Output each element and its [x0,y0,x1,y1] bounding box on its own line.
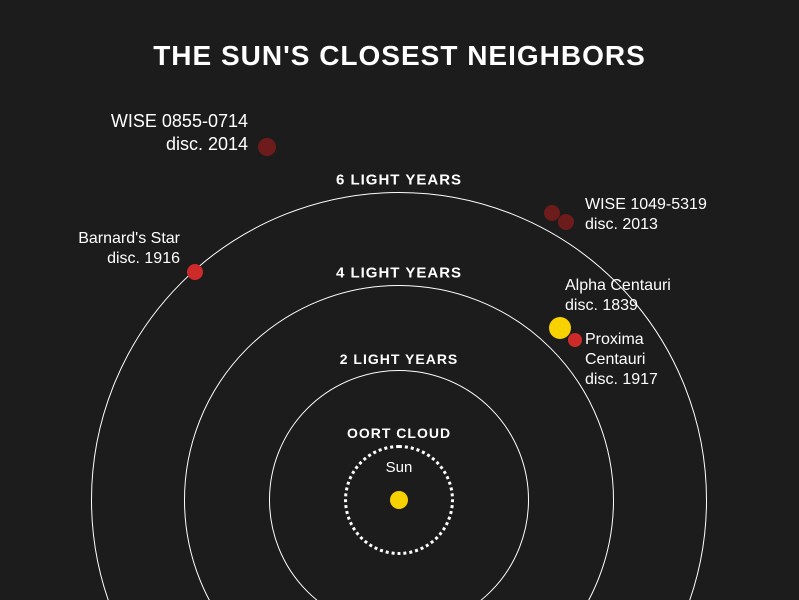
label-line2: Centauri [585,350,645,370]
label-line2: disc. 2014 [111,133,248,156]
label-wise0855-label: WISE 0855-0714disc. 2014 [111,110,248,155]
label-barnard-label: Barnard's Stardisc. 1916 [78,229,180,269]
label-line1: WISE 1049-5319 [585,195,707,215]
label-line1: WISE 0855-0714 [111,110,248,133]
label-alpha-label: Alpha Centauridisc. 1839 [565,276,671,316]
label-line1: Barnard's Star [78,229,180,249]
label-line2: disc. 1839 [565,296,671,316]
label-line1: disc. 1917 [585,370,658,390]
label-proxima-label2: disc. 1917 [585,370,658,390]
diagram-stage: THE SUN'S CLOSEST NEIGHBORS OORT CLOUD2 … [0,0,799,600]
body-alpha-cen [549,317,571,339]
label-line2: disc. 2013 [585,215,707,235]
label-line2: disc. 1916 [78,249,180,269]
label-line1: Proxima [585,330,645,350]
diagram-title: THE SUN'S CLOSEST NEIGHBORS [0,40,799,72]
label-line1: Sun [386,459,413,478]
body-proxima-cen [568,333,582,347]
ring-label-r6ly: 6 LIGHT YEARS [336,172,462,189]
body-wise0855 [258,138,276,156]
ring-r6ly [91,192,707,600]
body-sun [390,491,408,509]
label-sun-label: Sun [386,459,413,478]
label-wise1049-label: WISE 1049-5319disc. 2013 [585,195,707,235]
label-line1: Alpha Centauri [565,276,671,296]
body-wise1049b [558,214,574,230]
body-barnard [187,264,203,280]
label-proxima-label: ProximaCentauri [585,330,645,370]
